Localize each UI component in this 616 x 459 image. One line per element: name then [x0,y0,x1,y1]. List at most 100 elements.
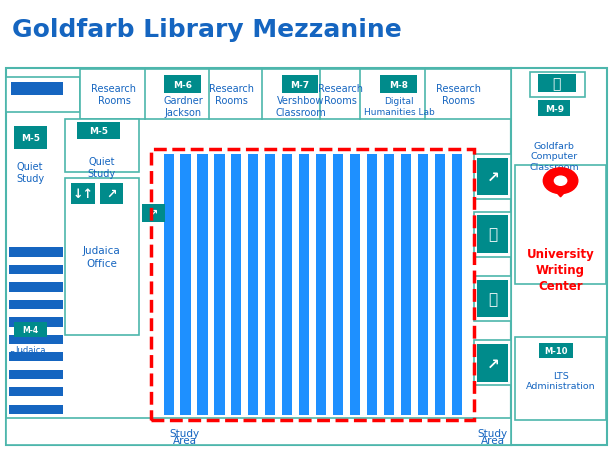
Text: 🚶: 🚶 [488,291,497,306]
Text: Vershbow
Classroom: Vershbow Classroom [275,96,326,118]
Bar [474,155,511,200]
Bar [474,276,511,321]
Bar [474,341,511,386]
Text: Quiet
Study: Quiet Study [16,162,44,183]
Bar [477,344,508,382]
Bar [197,155,208,415]
Bar [80,70,511,119]
Circle shape [554,177,567,186]
Text: Study: Study [170,428,200,438]
Bar [6,418,511,445]
Text: ↗: ↗ [487,356,499,370]
Text: Reference: Reference [9,350,52,359]
Bar [9,318,63,327]
Bar [77,123,120,140]
Text: M-6: M-6 [173,80,192,90]
Bar [265,155,275,415]
Bar [14,323,47,337]
Bar [71,184,95,204]
Text: Area: Area [481,435,505,445]
Text: Goldfarb
Computer
Classroom: Goldfarb Computer Classroom [530,141,579,172]
Bar [538,101,570,117]
Text: Quiet
Study: Quiet Study [87,157,116,179]
Text: M-9: M-9 [545,105,564,113]
Bar [511,69,607,445]
Text: Judaica
Office: Judaica Office [83,246,121,268]
Text: 🖥: 🖥 [553,77,561,91]
Bar [151,149,474,420]
Text: Research
Rooms: Research Rooms [318,84,363,106]
Bar [282,76,318,94]
Text: ↗: ↗ [487,170,499,185]
Bar [538,75,576,93]
Bar [452,155,462,415]
Text: Gardner
Jackson: Gardner Jackson [163,96,203,118]
Text: M-10: M-10 [544,346,568,355]
Bar [14,127,47,149]
Bar [9,335,63,344]
Bar [530,73,585,98]
Polygon shape [548,184,573,197]
Bar [299,155,309,415]
Bar [65,119,139,172]
Bar [9,300,63,309]
Bar [164,76,201,94]
Bar [539,343,573,358]
Text: M-5: M-5 [21,134,40,143]
Bar [164,155,174,415]
Text: ↗: ↗ [148,208,158,218]
Bar [282,155,292,415]
Text: ↓↑: ↓↑ [73,187,94,201]
Bar [6,69,511,445]
Bar [9,405,63,414]
Bar [333,155,343,415]
Text: Judaica: Judaica [15,345,46,354]
Bar [477,216,508,253]
Text: Area: Area [173,435,197,445]
Text: LTS
Administration: LTS Administration [525,371,596,391]
Bar [515,165,606,285]
Bar [477,280,508,318]
Bar [9,248,63,257]
Bar [142,204,165,223]
Text: ↗: ↗ [106,187,117,201]
Bar [477,158,508,196]
Circle shape [543,168,578,194]
Bar [100,184,123,204]
Bar [350,155,360,415]
Bar [380,76,417,94]
Text: 🚶: 🚶 [488,227,497,242]
Bar [384,155,394,415]
Text: M-7: M-7 [290,80,310,90]
Bar [400,155,411,415]
Bar [9,283,63,292]
Bar [11,83,63,95]
Bar [160,155,465,420]
Bar [9,370,63,379]
Text: Research
Rooms: Research Rooms [436,84,482,106]
Text: Study: Study [478,428,508,438]
Bar [435,155,445,415]
Bar [232,155,241,415]
Bar [9,265,63,274]
Text: Goldfarb Library Mezzanine: Goldfarb Library Mezzanine [12,18,402,42]
Bar [248,155,259,415]
Bar [214,155,225,415]
Text: M-8: M-8 [389,80,408,90]
Bar [418,155,428,415]
Text: Digital
Humanities Lab: Digital Humanities Lab [364,97,434,117]
Text: University
Writing
Center: University Writing Center [527,248,594,293]
Bar [515,337,606,420]
Bar [6,78,80,112]
Text: M-4: M-4 [22,325,39,335]
Bar [180,155,191,415]
Text: M-5: M-5 [89,127,108,136]
Text: Research
Rooms: Research Rooms [208,84,254,106]
Text: Research
Rooms: Research Rooms [91,84,137,106]
Bar [9,387,63,397]
Bar [9,353,63,362]
Bar [65,179,139,335]
Bar [316,155,326,415]
Bar [367,155,377,415]
Bar [474,212,511,257]
